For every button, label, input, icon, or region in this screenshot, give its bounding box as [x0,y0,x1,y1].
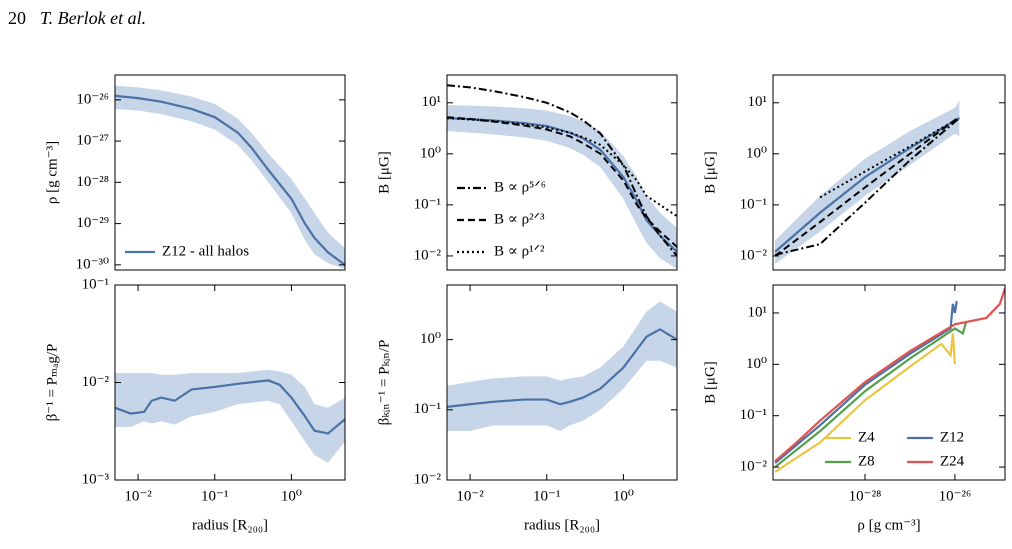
y-tick-label: 10⁻¹ [414,196,441,212]
x-tick-label: 10⁻¹ [533,488,560,504]
y-tick-label: 10¹ [748,94,768,110]
y-tick-label: 10⁻² [740,459,768,475]
series-line [819,117,960,199]
x-tick-label: 10⁻² [124,488,152,504]
plot-frame [772,74,1006,271]
x-axis-label: ρ [g cm⁻³] [857,517,920,533]
y-tick-label: 10⁻¹ [414,401,441,417]
band [115,369,345,463]
y-tick-label: 10⁰ [420,331,441,347]
x-tick-label: 10⁰ [281,488,302,504]
y-tick-label: 10⁻² [414,247,442,263]
band [115,85,345,269]
plot-frame [446,74,678,271]
plot-frame [446,284,678,481]
series-line [774,320,968,468]
series-line [774,333,957,473]
plot-area [115,369,345,463]
series-line [447,117,677,218]
y-tick-label: 10⁻² [740,247,768,263]
y-axis-label: B [μG] [702,151,718,194]
x-axis-label: radius [R₂₀₀] [192,517,268,533]
series-line [115,94,345,266]
y-axis-label: B [μG] [376,151,392,194]
legend-label: B ∝ ρ⁵ᐟ⁶ [494,179,546,195]
legend-label: Z12 [940,429,964,445]
x-tick-label: 10⁻² [456,488,484,504]
y-tick-label: 10⁻²⁶ [76,91,109,107]
legend-label: Z4 [858,429,875,445]
running-title: T. Berlok et al. [40,8,146,28]
x-tick-label: 10⁻²⁸ [849,488,882,504]
x-tick-label: 10⁻¹ [201,488,228,504]
y-tick-label: 10⁻³ [82,471,110,487]
series-line [774,300,958,464]
x-tick-label: 10⁰ [613,488,634,504]
y-tick-label: 10⁰ [746,145,767,161]
y-axis-label: B [μG] [702,361,718,404]
y-tick-label: 10¹ [422,94,442,110]
y-tick-label: 10⁰ [746,356,767,372]
series-line [774,288,1005,463]
y-axis-label: βₖᵢₙ⁻¹ = Pₖᵢₙ/P [376,340,392,426]
y-tick-label: 10¹ [748,304,768,320]
plot-area [447,84,677,270]
y-tick-label: 10⁻²⁷ [76,133,109,149]
series-line [774,117,960,256]
page-number: 20 [8,8,26,28]
plot-frame [114,74,346,271]
y-tick-label: 10⁻² [414,471,442,487]
y-tick-label: 10⁰ [420,145,441,161]
legend-label: B ∝ ρ¹ᐟ² [494,243,545,259]
legend-label: B ∝ ρ²ᐟ³ [494,211,545,227]
plot-area [774,288,1005,473]
plot-area [447,301,677,431]
series-line [447,84,677,257]
series-line [115,379,345,435]
y-tick-label: 10⁻³⁰ [76,256,109,272]
x-tick-label: 10⁻²⁶ [939,488,972,504]
y-tick-label: 10⁻¹ [82,276,109,292]
legend-label: Z12 - all halos [162,243,249,259]
plot-area [115,85,345,269]
series-line [447,328,677,408]
y-axis-label: β⁻¹ = Pₘₐg/P [44,344,60,422]
y-tick-label: 10⁻¹ [740,196,767,212]
y-tick-label: 10⁻²⁸ [76,174,109,190]
band [447,105,677,270]
band [775,100,960,264]
x-axis-label: radius [R₂₀₀] [524,517,600,533]
y-tick-label: 10⁻²⁹ [76,215,109,231]
plot-frame [772,284,1006,481]
y-axis-label: ρ [g cm⁻³] [44,141,60,204]
legend-label: Z8 [858,453,875,469]
legend-label: Z24 [940,453,965,469]
y-tick-label: 10⁻² [82,374,110,390]
plot-area [774,100,960,264]
y-tick-label: 10⁻¹ [740,407,767,423]
band [447,301,677,431]
